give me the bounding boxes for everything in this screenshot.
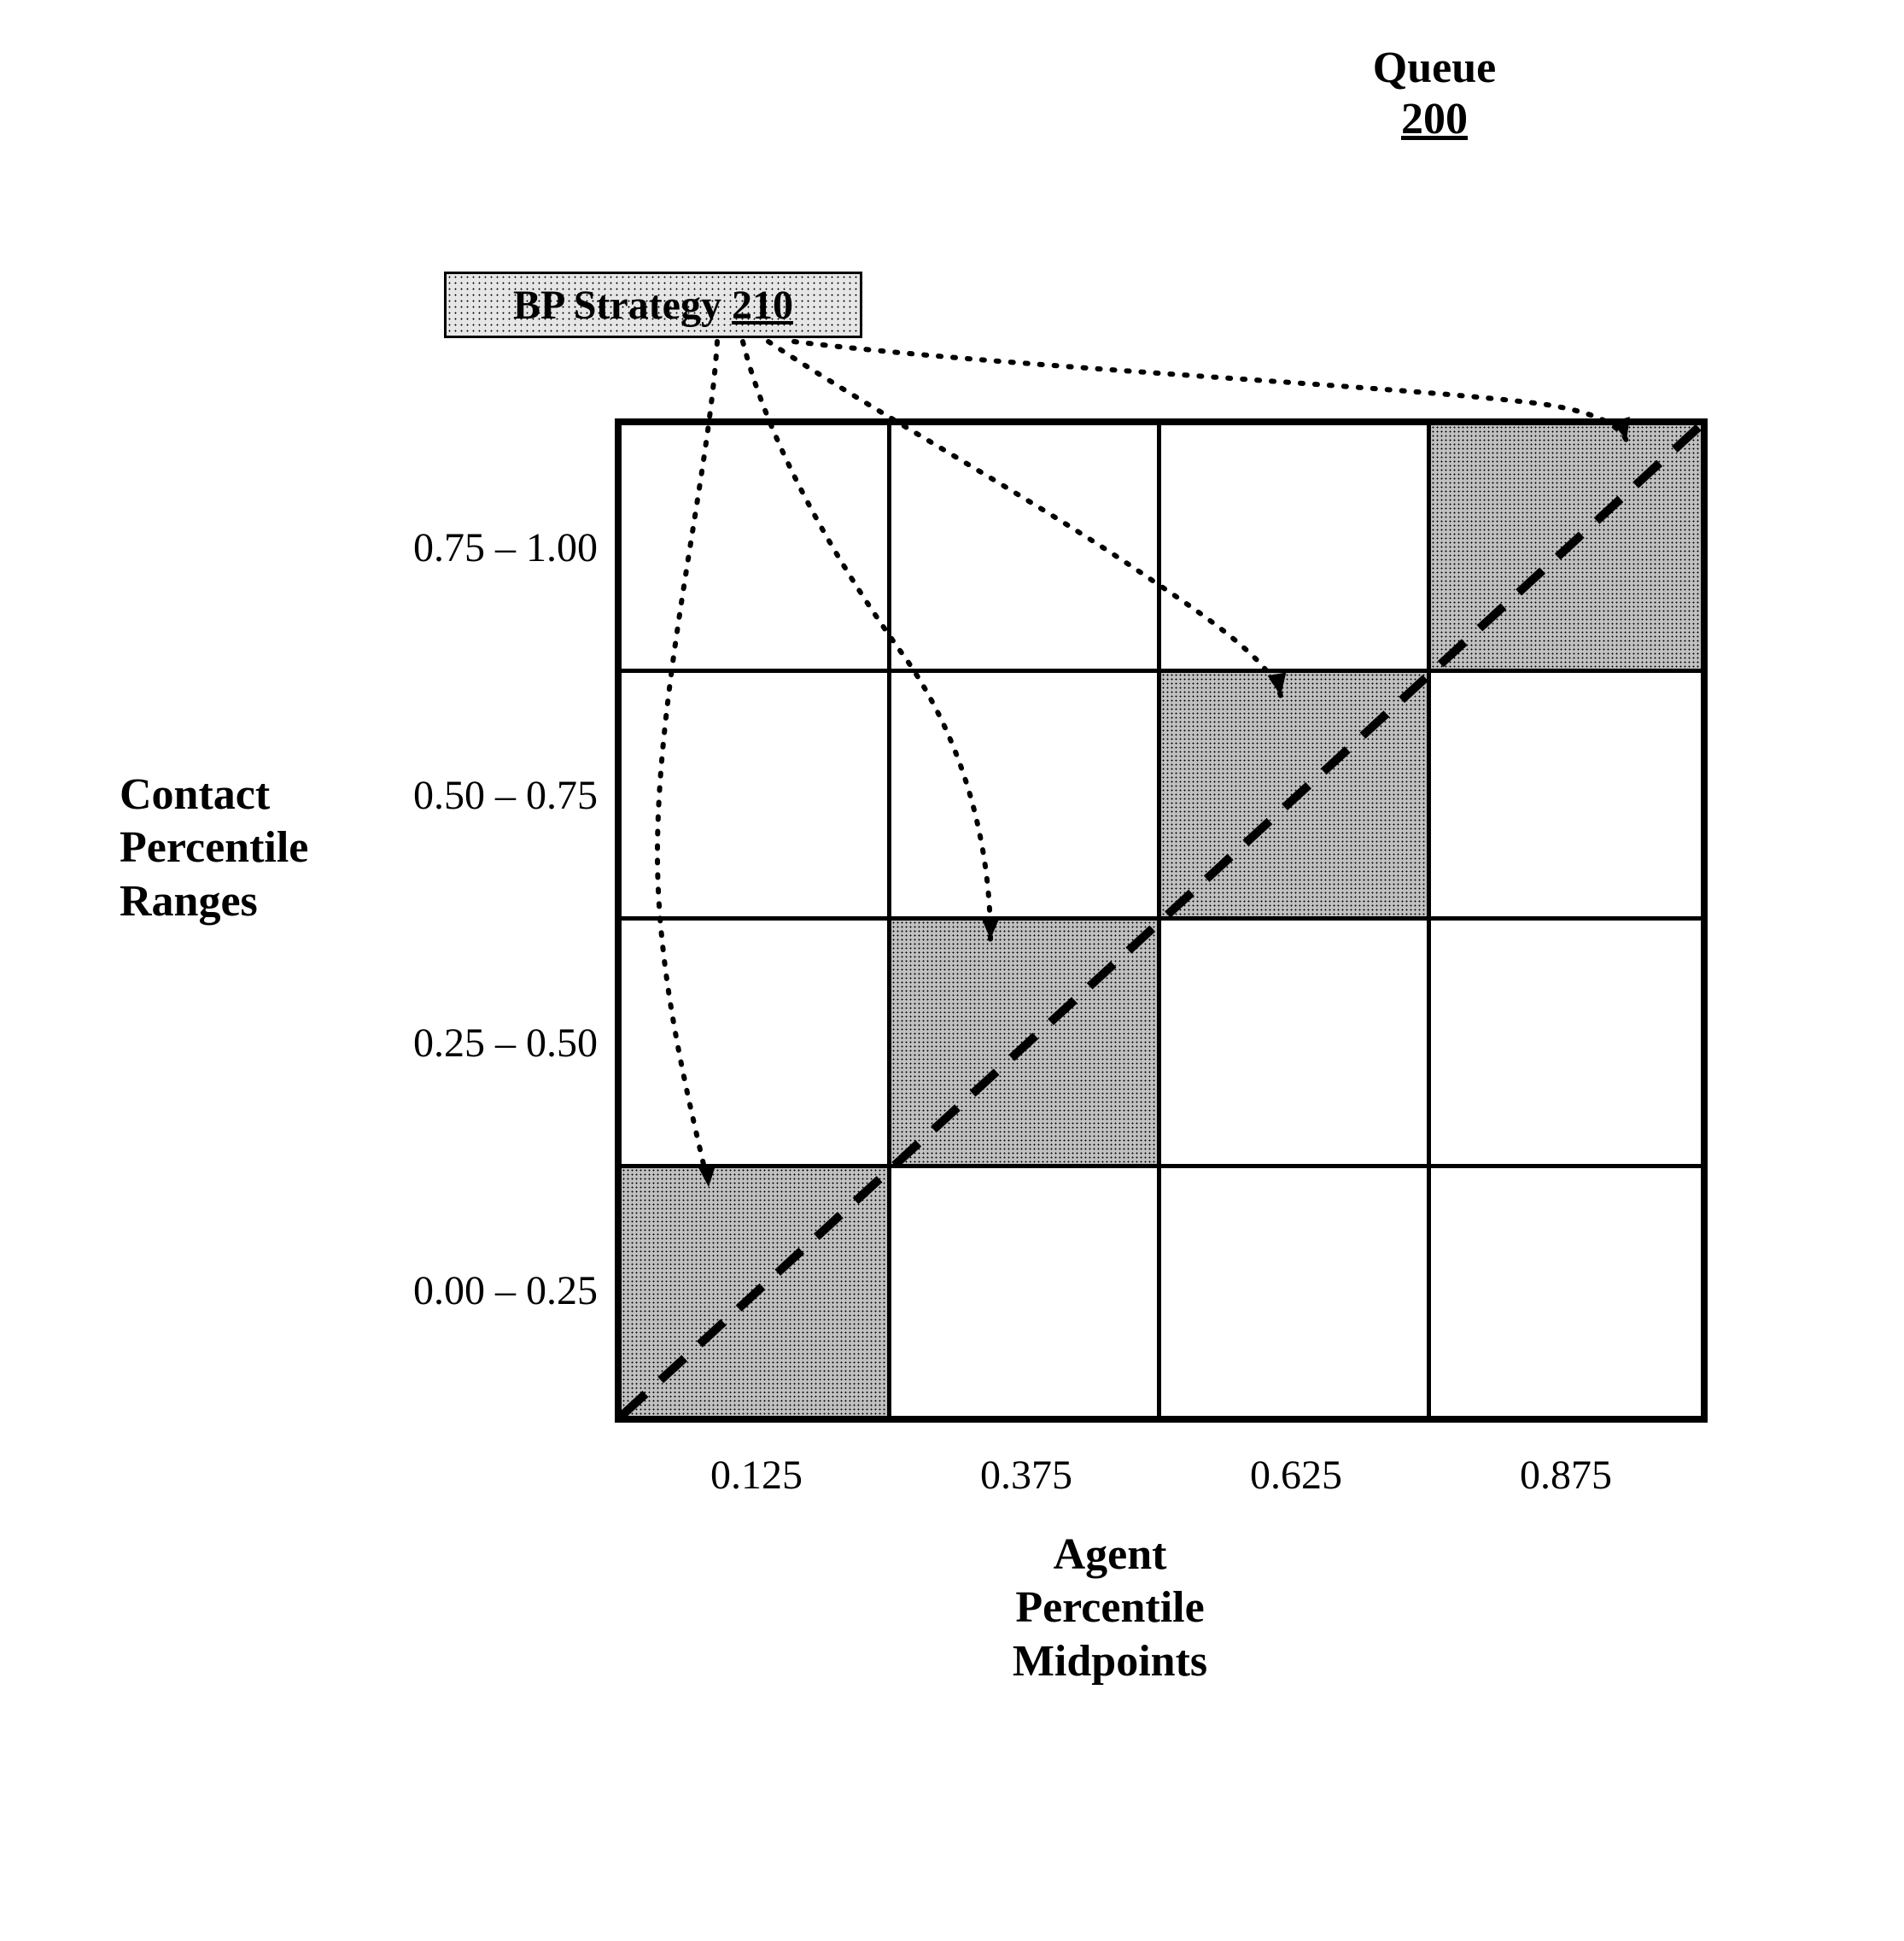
arrow-path — [657, 342, 717, 1187]
overlay-svg — [0, 0, 1904, 1941]
y-tick-label: 0.50 – 0.75 — [359, 772, 598, 819]
y-tick-label: 0.75 – 1.00 — [359, 524, 598, 571]
diagonal-line — [622, 425, 1701, 1416]
y-tick-label: 0.25 – 0.50 — [359, 1020, 598, 1067]
arrow-head — [981, 917, 1000, 939]
x-tick-label: 0.875 — [1431, 1452, 1701, 1499]
x-tick-label: 0.375 — [891, 1452, 1161, 1499]
arrow-path — [768, 342, 1281, 696]
arrow-path — [794, 342, 1627, 441]
figure-canvas: Queue 200 BP Strategy 210 Contact Percen… — [0, 0, 1904, 1941]
y-tick-label: 0.00 – 0.25 — [359, 1267, 598, 1314]
arrow-head — [698, 1164, 718, 1188]
x-tick-label: 0.125 — [622, 1452, 891, 1499]
arrow-path — [743, 342, 990, 939]
x-tick-label: 0.625 — [1161, 1452, 1431, 1499]
